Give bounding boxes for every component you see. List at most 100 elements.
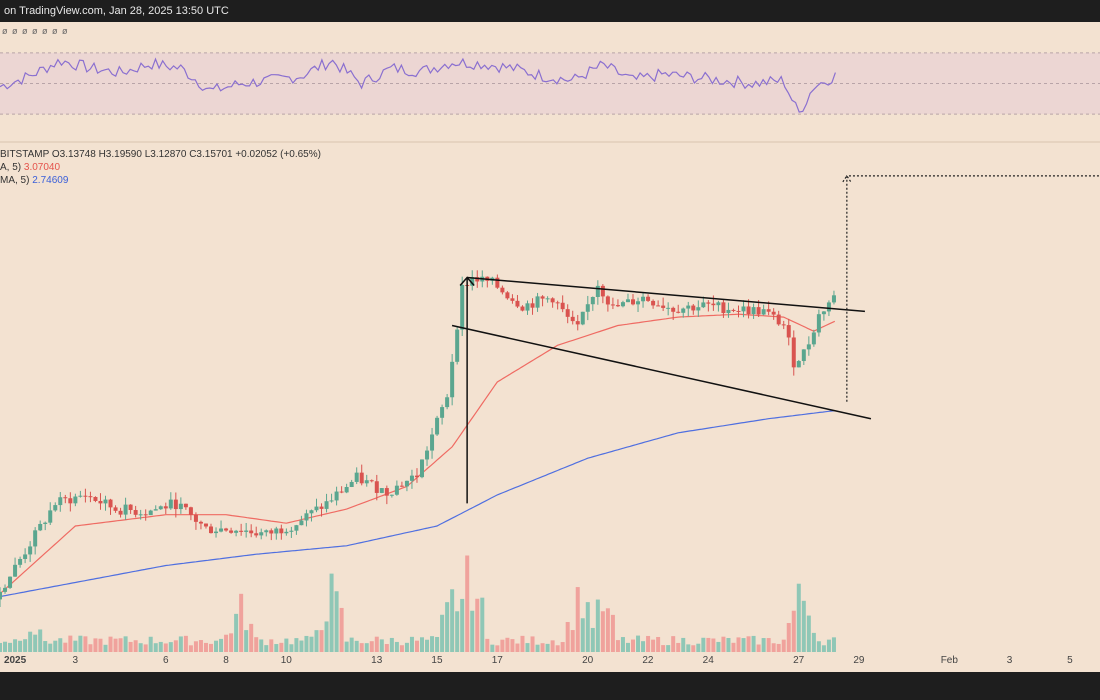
x-tick-label: 20 <box>582 655 594 666</box>
volume-bar <box>63 642 68 652</box>
candle-body <box>706 302 711 304</box>
flag-lower-trendline <box>451 324 872 420</box>
candle-body <box>555 302 560 304</box>
volume-bar <box>203 642 208 652</box>
volume-bar <box>53 640 58 652</box>
candle-body <box>369 480 374 482</box>
candle-body <box>309 510 314 514</box>
volume-bar <box>83 636 88 652</box>
candle-body <box>636 301 641 305</box>
candle-body <box>209 526 214 534</box>
flag-upper-trendline <box>467 276 865 313</box>
candle-body <box>183 503 188 508</box>
volume-bar <box>600 611 605 652</box>
rsi-indicator-markers: ø ø ø ø ø ø ø <box>2 26 69 36</box>
volume-bar <box>319 630 324 652</box>
candle-body <box>445 397 450 408</box>
volume-bar <box>615 640 620 652</box>
volume-bar <box>706 637 711 652</box>
candle-body <box>605 296 610 305</box>
candle-body <box>234 530 239 533</box>
volume-bar <box>143 644 148 652</box>
volume-histogram <box>0 555 836 652</box>
candle-body <box>274 528 279 534</box>
volume-bar <box>234 613 239 652</box>
ma-fast-line <box>0 313 836 595</box>
candle-body <box>168 499 173 509</box>
volume-bar <box>716 641 721 652</box>
candle-body <box>570 316 575 322</box>
candle-body <box>33 530 38 547</box>
candle-body <box>741 306 746 312</box>
candle-body <box>324 501 329 509</box>
candle-body <box>515 300 520 307</box>
volume-bar <box>279 642 284 652</box>
volume-bar <box>73 640 78 652</box>
x-tick-label: 15 <box>431 655 443 666</box>
rsi-band <box>0 52 1100 115</box>
volume-bar <box>374 636 379 652</box>
candle-body <box>505 292 510 299</box>
volume-bar <box>344 641 349 652</box>
volume-bar <box>309 636 314 652</box>
candle-body <box>319 506 324 509</box>
volume-bar <box>103 644 108 652</box>
candle-body <box>676 311 681 313</box>
volume-bar <box>229 633 234 652</box>
volume-bar <box>23 639 28 652</box>
volume-bar <box>384 644 389 652</box>
volume-bar <box>18 640 23 652</box>
candle-body <box>425 450 430 460</box>
candle-body <box>595 285 600 297</box>
candle-body <box>404 480 409 487</box>
candle-body <box>83 495 88 497</box>
volume-bar <box>359 643 364 652</box>
volume-bar <box>158 641 163 652</box>
candle-body <box>53 505 58 511</box>
volume-bar <box>239 593 244 652</box>
candle-body <box>756 307 761 315</box>
candle-body <box>339 491 344 493</box>
x-tick-label: 24 <box>703 655 715 666</box>
volume-bar <box>816 641 821 652</box>
volume-bar <box>666 645 671 652</box>
candle-body <box>399 485 404 487</box>
volume-bar <box>696 643 701 652</box>
volume-bar <box>656 636 661 652</box>
candle-body <box>329 500 334 502</box>
volume-bar <box>334 591 339 652</box>
volume-bar <box>148 636 153 652</box>
candle-body <box>158 506 163 510</box>
x-tick-label: 27 <box>793 655 805 666</box>
price-chart[interactable]: 2025 3 6 8 10 13 15 17 20 22 24 27 29 Feb 3 5 <box>0 22 1100 672</box>
volume-bar <box>43 641 48 652</box>
candle-body <box>806 344 811 350</box>
candle-body <box>148 510 153 516</box>
volume-bar <box>28 631 33 652</box>
volume-bar <box>369 641 374 652</box>
volume-bar <box>826 639 831 652</box>
volume-bar <box>741 638 746 652</box>
volume-bar <box>138 643 143 652</box>
volume-bar <box>68 635 73 652</box>
candle-body <box>731 309 736 311</box>
candle-body <box>78 495 83 497</box>
volume-bar <box>620 637 625 652</box>
volume-bar <box>244 630 249 652</box>
candle-body <box>686 305 691 309</box>
volume-bar <box>731 642 736 652</box>
volume-bar <box>530 636 535 652</box>
candle-body <box>0 591 2 600</box>
volume-bar <box>430 636 435 652</box>
candle-body <box>299 520 304 526</box>
ma-fast-value: 3.07040 <box>23 162 61 173</box>
chart-legend: BITSTAMP O3.13748 H3.19590 L3.12870 C3.1… <box>0 148 321 187</box>
candle-body <box>198 521 203 524</box>
candle-body <box>18 558 23 565</box>
volume-bar <box>570 630 575 652</box>
volume-bar <box>625 642 630 652</box>
candle-body <box>736 310 741 312</box>
candle-body <box>781 324 786 326</box>
volume-bar <box>465 555 470 652</box>
candle-body <box>811 332 816 345</box>
